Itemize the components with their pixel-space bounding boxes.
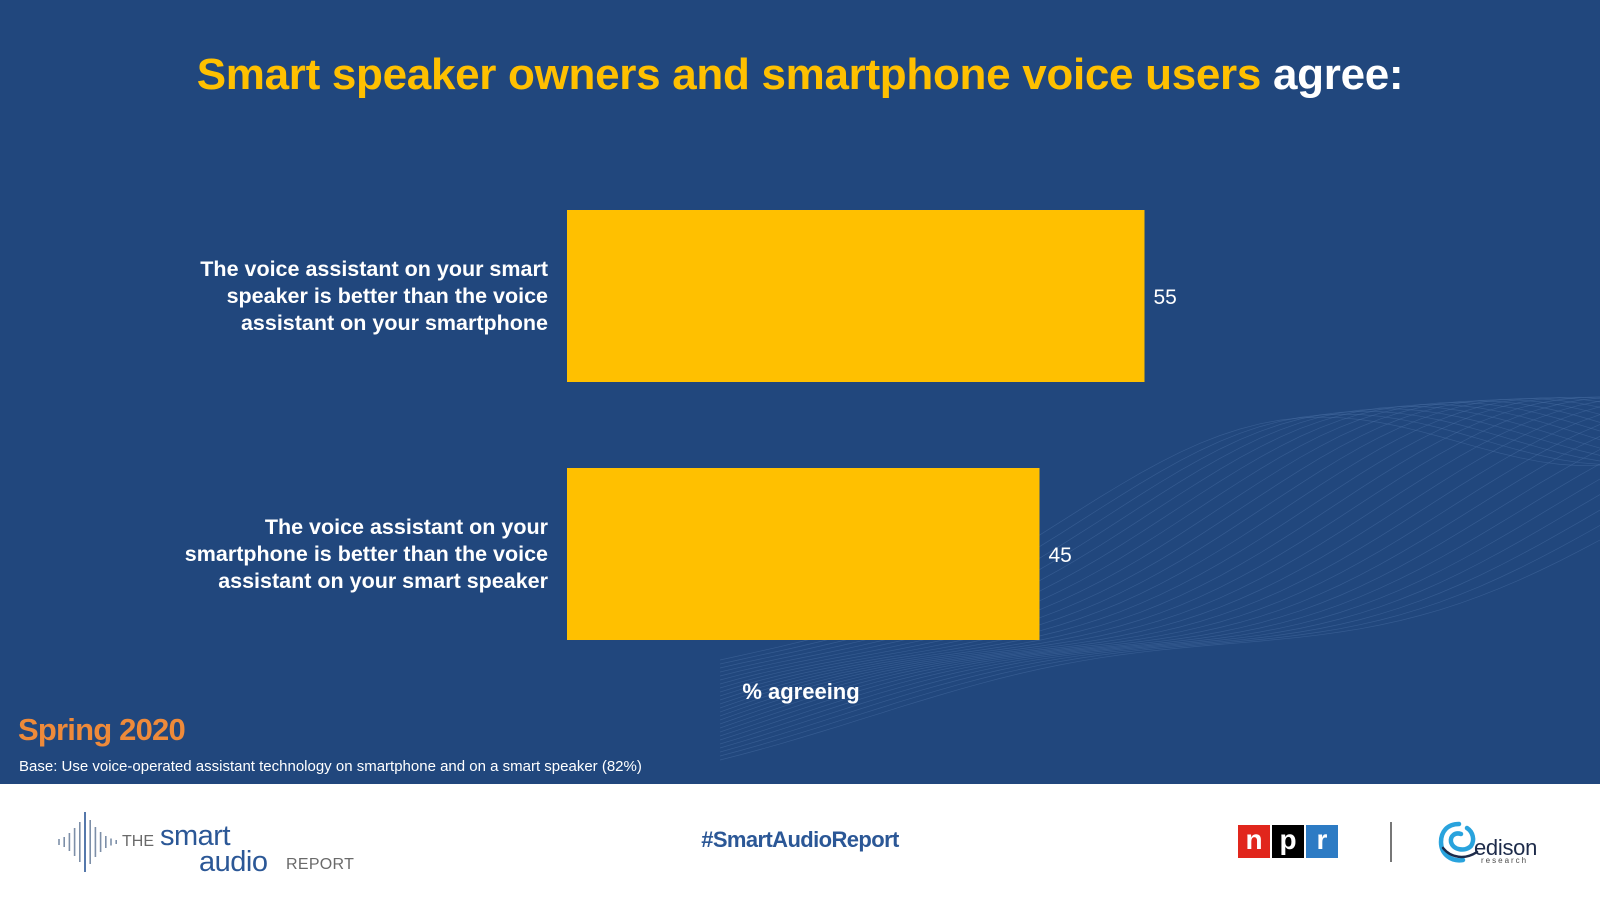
category-label: assistant on your smartphone bbox=[241, 311, 548, 335]
logo-the-text: THE bbox=[122, 833, 154, 850]
wave-line bbox=[719, 406, 1600, 721]
wave-line bbox=[719, 400, 1600, 689]
category-label: The voice assistant on your smart bbox=[200, 257, 548, 281]
base-note: Base: Use voice-operated assistant techn… bbox=[19, 758, 642, 775]
wave-line bbox=[719, 463, 1600, 741]
title-highlight: Smart speaker owners and smartphone voic… bbox=[196, 50, 1262, 99]
wave-line bbox=[719, 539, 1600, 761]
category-label: smartphone is better than the voice bbox=[185, 542, 548, 566]
background-wave-pattern bbox=[719, 396, 1600, 761]
npr-logo: n p r bbox=[1238, 825, 1340, 858]
wave-line bbox=[719, 397, 1600, 701]
logo-audio-text: audio bbox=[199, 846, 268, 878]
data-label: 45 bbox=[1049, 544, 1072, 567]
data-label: 55 bbox=[1154, 286, 1177, 309]
edison-swirl-icon bbox=[1438, 821, 1479, 863]
bar bbox=[567, 468, 1040, 640]
bar-chart: 55 The voice assistant on your smart speak… bbox=[185, 210, 1177, 704]
chart-title: Smart speaker owners and smartphone voic… bbox=[0, 50, 1600, 100]
wave-line bbox=[719, 509, 1600, 753]
wave-line bbox=[719, 402, 1600, 685]
x-axis-label: % agreeing bbox=[742, 679, 859, 704]
footer-divider bbox=[1390, 822, 1392, 862]
soundwave-logo-icon bbox=[58, 812, 118, 872]
title-tail: agree: bbox=[1273, 50, 1404, 99]
wave-line bbox=[719, 449, 1600, 737]
edison-wordmark: edison bbox=[1474, 835, 1538, 860]
wave-line bbox=[719, 525, 1600, 757]
wave-line bbox=[719, 435, 1600, 733]
wave-line bbox=[719, 397, 1600, 713]
npr-letter-n: n bbox=[1238, 825, 1270, 858]
category-label: assistant on your smart speaker bbox=[218, 569, 548, 593]
wave-line bbox=[719, 400, 1600, 717]
category-label: speaker is better than the voice bbox=[227, 284, 548, 308]
logo-smart-text: smart bbox=[160, 820, 231, 852]
category-label: The voice assistant on your bbox=[265, 515, 549, 539]
wave-line bbox=[719, 414, 1600, 725]
logo-report-text: REPORT bbox=[286, 856, 355, 873]
wave-line bbox=[719, 396, 1600, 709]
npr-letter-p: p bbox=[1272, 825, 1304, 858]
wave-line bbox=[719, 399, 1600, 693]
hashtag-link[interactable]: #SmartAudioReport bbox=[701, 827, 899, 852]
npr-letter-r: r bbox=[1306, 825, 1338, 858]
wave-line bbox=[719, 396, 1600, 705]
wave-line bbox=[719, 398, 1600, 697]
wave-line bbox=[719, 494, 1600, 749]
wave-line bbox=[719, 478, 1600, 745]
bar bbox=[567, 210, 1145, 382]
edison-subtext: research bbox=[1481, 856, 1529, 865]
wave-line bbox=[719, 406, 1600, 677]
wave-line bbox=[719, 424, 1600, 729]
wave-line bbox=[719, 404, 1600, 681]
slide-background: Smart speaker owners and smartphone voic… bbox=[0, 0, 1600, 784]
season-label: Spring 2020 bbox=[18, 712, 186, 747]
